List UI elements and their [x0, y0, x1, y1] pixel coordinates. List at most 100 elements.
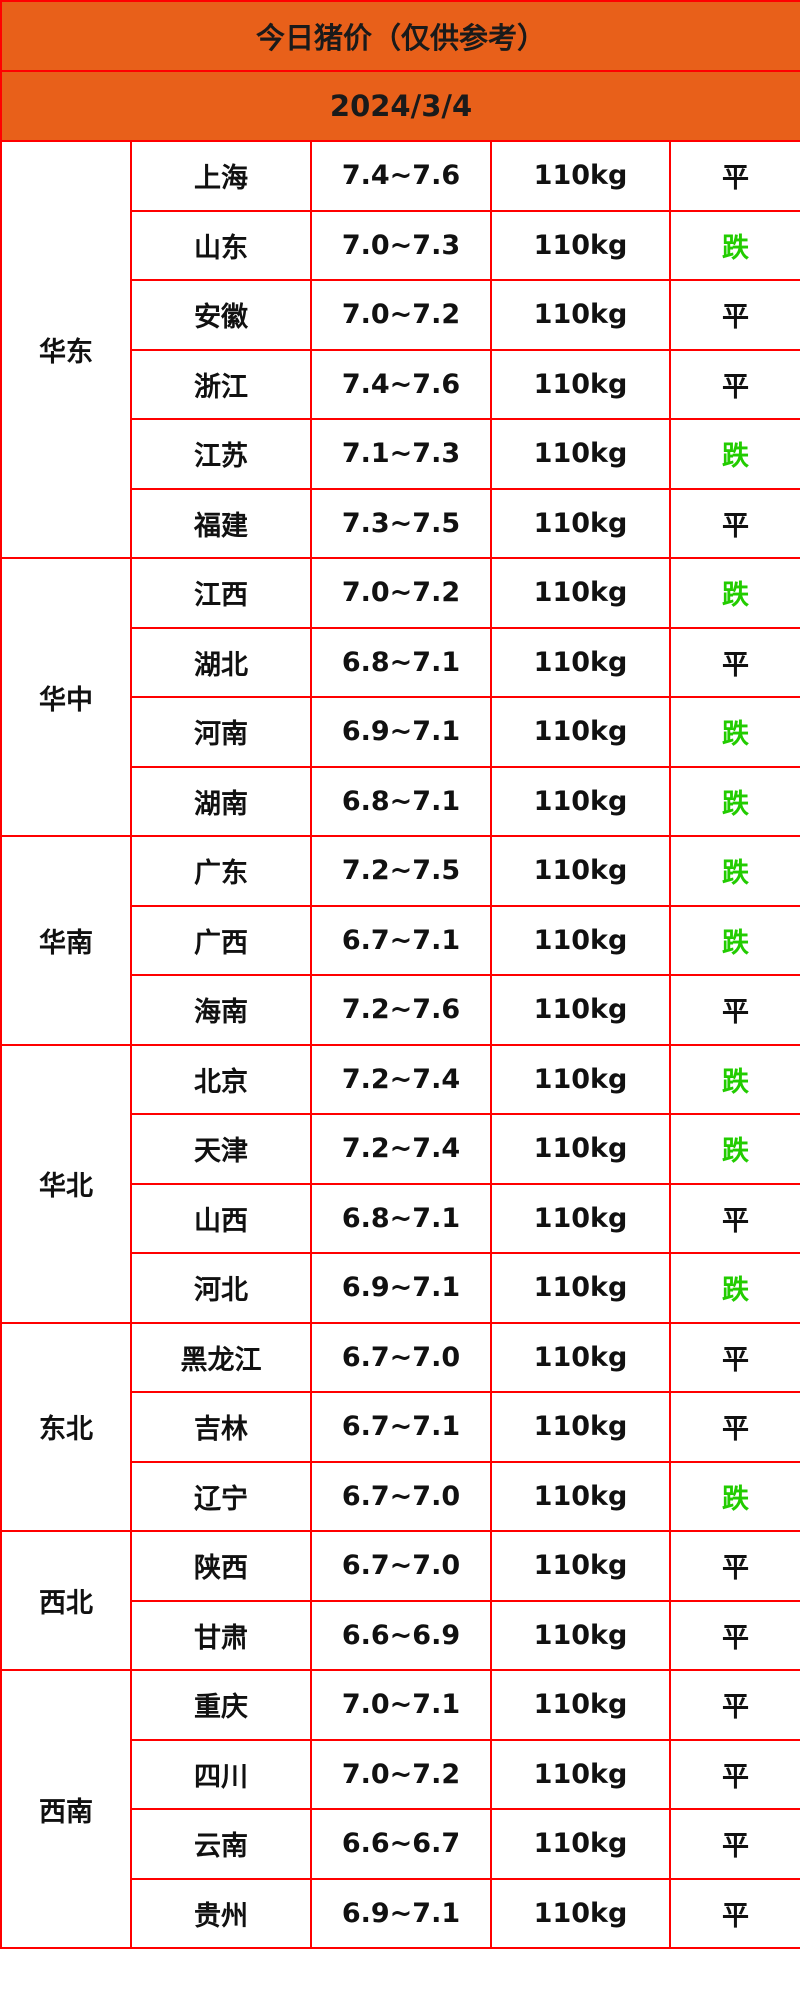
province-cell: 上海: [130, 140, 312, 212]
table-row: 湖北 6.8~7.1 110kg 平: [1, 626, 800, 698]
province-cell: 江苏: [130, 418, 312, 490]
province-cell: 四川: [130, 1738, 312, 1810]
province-cell: 陕西: [130, 1530, 312, 1602]
table-row: 贵州 6.9~7.1 110kg 平: [1, 1877, 800, 1949]
table-row: 云南 6.6~6.7 110kg 平: [1, 1808, 800, 1880]
region-cell: 西北: [0, 1530, 132, 1671]
table-row: 西北 陕西 6.7~7.0 110kg 平: [0, 1530, 800, 1671]
table-row: 山西 6.8~7.1 110kg 平: [1, 1182, 800, 1254]
region-cell: 东北: [0, 1321, 132, 1532]
table-row: 浙江 7.4~7.6 110kg 平: [1, 348, 800, 420]
region-cell: 华南: [0, 835, 132, 1046]
table-row: 广西 6.7~7.1 110kg 跌: [1, 904, 800, 976]
province-cell: 辽宁: [130, 1460, 312, 1532]
province-cell: 海南: [130, 974, 312, 1046]
table-row: 福建 7.3~7.5 110kg 平: [1, 487, 800, 559]
table-title: 今日猪价（仅供参考）: [0, 0, 800, 72]
trend-cell: 跌: [668, 1252, 800, 1324]
table-row: 安徽 7.0~7.2 110kg 平: [1, 279, 800, 351]
province-cell: 贵州: [130, 1877, 312, 1949]
region-cell: 华北: [0, 1043, 132, 1324]
trend-cell: 平: [668, 1391, 800, 1463]
trend-cell: 跌: [668, 835, 800, 907]
price-cell: 7.0~7.2: [310, 279, 492, 351]
price-cell: 7.0~7.1: [310, 1669, 492, 1741]
price-cell: 6.9~7.1: [310, 1252, 492, 1324]
weight-cell: 110kg: [490, 1182, 671, 1254]
weight-cell: 110kg: [490, 1391, 671, 1463]
price-cell: 6.7~7.0: [310, 1321, 492, 1393]
pig-price-table: 今日猪价（仅供参考） 2024/3/4 华东 上海 7.4~7.6 110kg 平山东 7…: [0, 0, 800, 1949]
table-row: 河北 6.9~7.1 110kg 跌: [1, 1252, 800, 1324]
price-cell: 7.2~7.5: [310, 835, 492, 907]
price-cell: 7.2~7.4: [310, 1043, 492, 1115]
weight-cell: 110kg: [490, 1808, 671, 1880]
weight-cell: 110kg: [490, 1113, 671, 1185]
price-cell: 6.7~7.1: [310, 904, 492, 976]
trend-cell: 跌: [668, 1043, 800, 1115]
table-row: 湖南 6.8~7.1 110kg 跌: [1, 765, 800, 837]
weight-cell: 110kg: [490, 209, 671, 281]
weight-cell: 110kg: [490, 140, 671, 212]
weight-cell: 110kg: [490, 835, 671, 907]
province-cell: 山东: [130, 209, 312, 281]
table-row: 天津 7.2~7.4 110kg 跌: [1, 1113, 800, 1185]
table-row: 西南 重庆 7.0~7.1 110kg 平: [0, 1669, 800, 1949]
weight-cell: 110kg: [490, 904, 671, 976]
price-cell: 7.2~7.4: [310, 1113, 492, 1185]
weight-cell: 110kg: [490, 765, 671, 837]
trend-cell: 跌: [668, 696, 800, 768]
trend-cell: 跌: [668, 557, 800, 629]
trend-cell: 平: [668, 1599, 800, 1671]
price-cell: 6.8~7.1: [310, 765, 492, 837]
trend-cell: 平: [668, 1321, 800, 1393]
table-row: 四川 7.0~7.2 110kg 平: [1, 1738, 800, 1810]
weight-cell: 110kg: [490, 1877, 671, 1949]
weight-cell: 110kg: [490, 1599, 671, 1671]
province-cell: 江西: [130, 557, 312, 629]
weight-cell: 110kg: [490, 1252, 671, 1324]
province-cell: 河南: [130, 696, 312, 768]
province-cell: 浙江: [130, 348, 312, 420]
table-row: 华东 上海 7.4~7.6 110kg 平: [0, 140, 800, 559]
trend-cell: 平: [668, 1182, 800, 1254]
table-row: 辽宁 6.7~7.0 110kg 跌: [1, 1460, 800, 1532]
weight-cell: 110kg: [490, 974, 671, 1046]
price-cell: 6.6~6.9: [310, 1599, 492, 1671]
price-cell: 7.0~7.3: [310, 209, 492, 281]
trend-cell: 平: [668, 140, 800, 212]
province-cell: 黑龙江: [130, 1321, 312, 1393]
table-row: 东北 黑龙江 6.7~7.0 110kg 平: [0, 1321, 800, 1532]
price-cell: 7.3~7.5: [310, 487, 492, 559]
weight-cell: 110kg: [490, 557, 671, 629]
trend-cell: 平: [668, 1808, 800, 1880]
table-date: 2024/3/4: [0, 70, 800, 142]
trend-cell: 平: [668, 1669, 800, 1741]
trend-cell: 跌: [668, 1460, 800, 1532]
province-cell: 广东: [130, 835, 312, 907]
price-cell: 6.7~7.1: [310, 1391, 492, 1463]
price-cell: 6.9~7.1: [310, 1877, 492, 1949]
province-cell: 湖南: [130, 765, 312, 837]
trend-cell: 跌: [668, 418, 800, 490]
trend-cell: 平: [668, 974, 800, 1046]
trend-cell: 平: [668, 1530, 800, 1602]
price-cell: 7.2~7.6: [310, 974, 492, 1046]
province-cell: 北京: [130, 1043, 312, 1115]
price-cell: 6.7~7.0: [310, 1460, 492, 1532]
trend-cell: 平: [668, 1738, 800, 1810]
province-cell: 安徽: [130, 279, 312, 351]
province-cell: 河北: [130, 1252, 312, 1324]
region-cell: 华东: [0, 140, 132, 559]
trend-cell: 跌: [668, 209, 800, 281]
price-cell: 7.0~7.2: [310, 557, 492, 629]
province-cell: 福建: [130, 487, 312, 559]
weight-cell: 110kg: [490, 1043, 671, 1115]
province-cell: 甘肃: [130, 1599, 312, 1671]
weight-cell: 110kg: [490, 418, 671, 490]
weight-cell: 110kg: [490, 279, 671, 351]
weight-cell: 110kg: [490, 1460, 671, 1532]
province-cell: 湖北: [130, 626, 312, 698]
trend-cell: 平: [668, 279, 800, 351]
table-row: 华北 北京 7.2~7.4 110kg 跌: [0, 1043, 800, 1324]
